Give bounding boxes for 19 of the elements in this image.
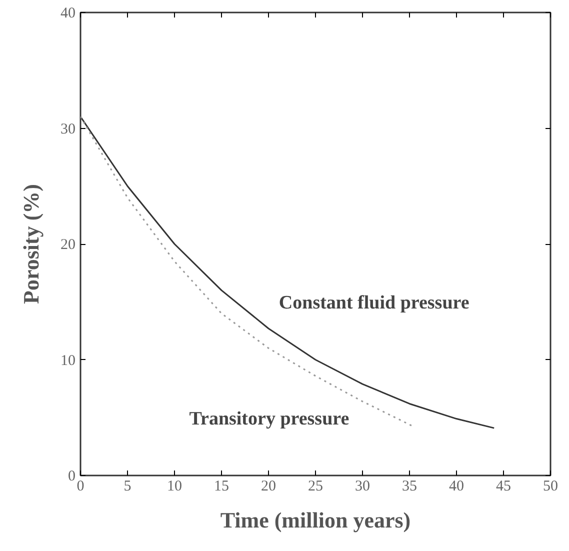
y-tick-label: 10 xyxy=(60,352,76,369)
y-axis-title: Porosity (%) xyxy=(18,184,44,304)
series-label: Constant fluid pressure xyxy=(278,292,470,314)
y-tick-label: 0 xyxy=(68,468,76,484)
x-tick-label: 10 xyxy=(167,478,182,494)
x-tick-label: 40 xyxy=(449,478,464,494)
x-tick-label: 25 xyxy=(308,478,323,494)
x-tick-label: 45 xyxy=(496,478,511,494)
y-tick-label: 30 xyxy=(60,121,76,138)
x-tick-label: 35 xyxy=(402,478,417,494)
x-axis-title: Time (million years) xyxy=(220,508,411,532)
x-tick-label: 5 xyxy=(124,478,132,494)
x-tick-label: 20 xyxy=(261,478,276,494)
y-tick-label: 20 xyxy=(60,237,76,253)
series-label: Transitory pressure xyxy=(189,408,350,430)
x-tick-label: 15 xyxy=(214,478,229,494)
x-tick-label: 50 xyxy=(543,478,558,494)
y-tick-label: 40 xyxy=(60,6,76,22)
x-tick-label: 30 xyxy=(355,478,370,494)
